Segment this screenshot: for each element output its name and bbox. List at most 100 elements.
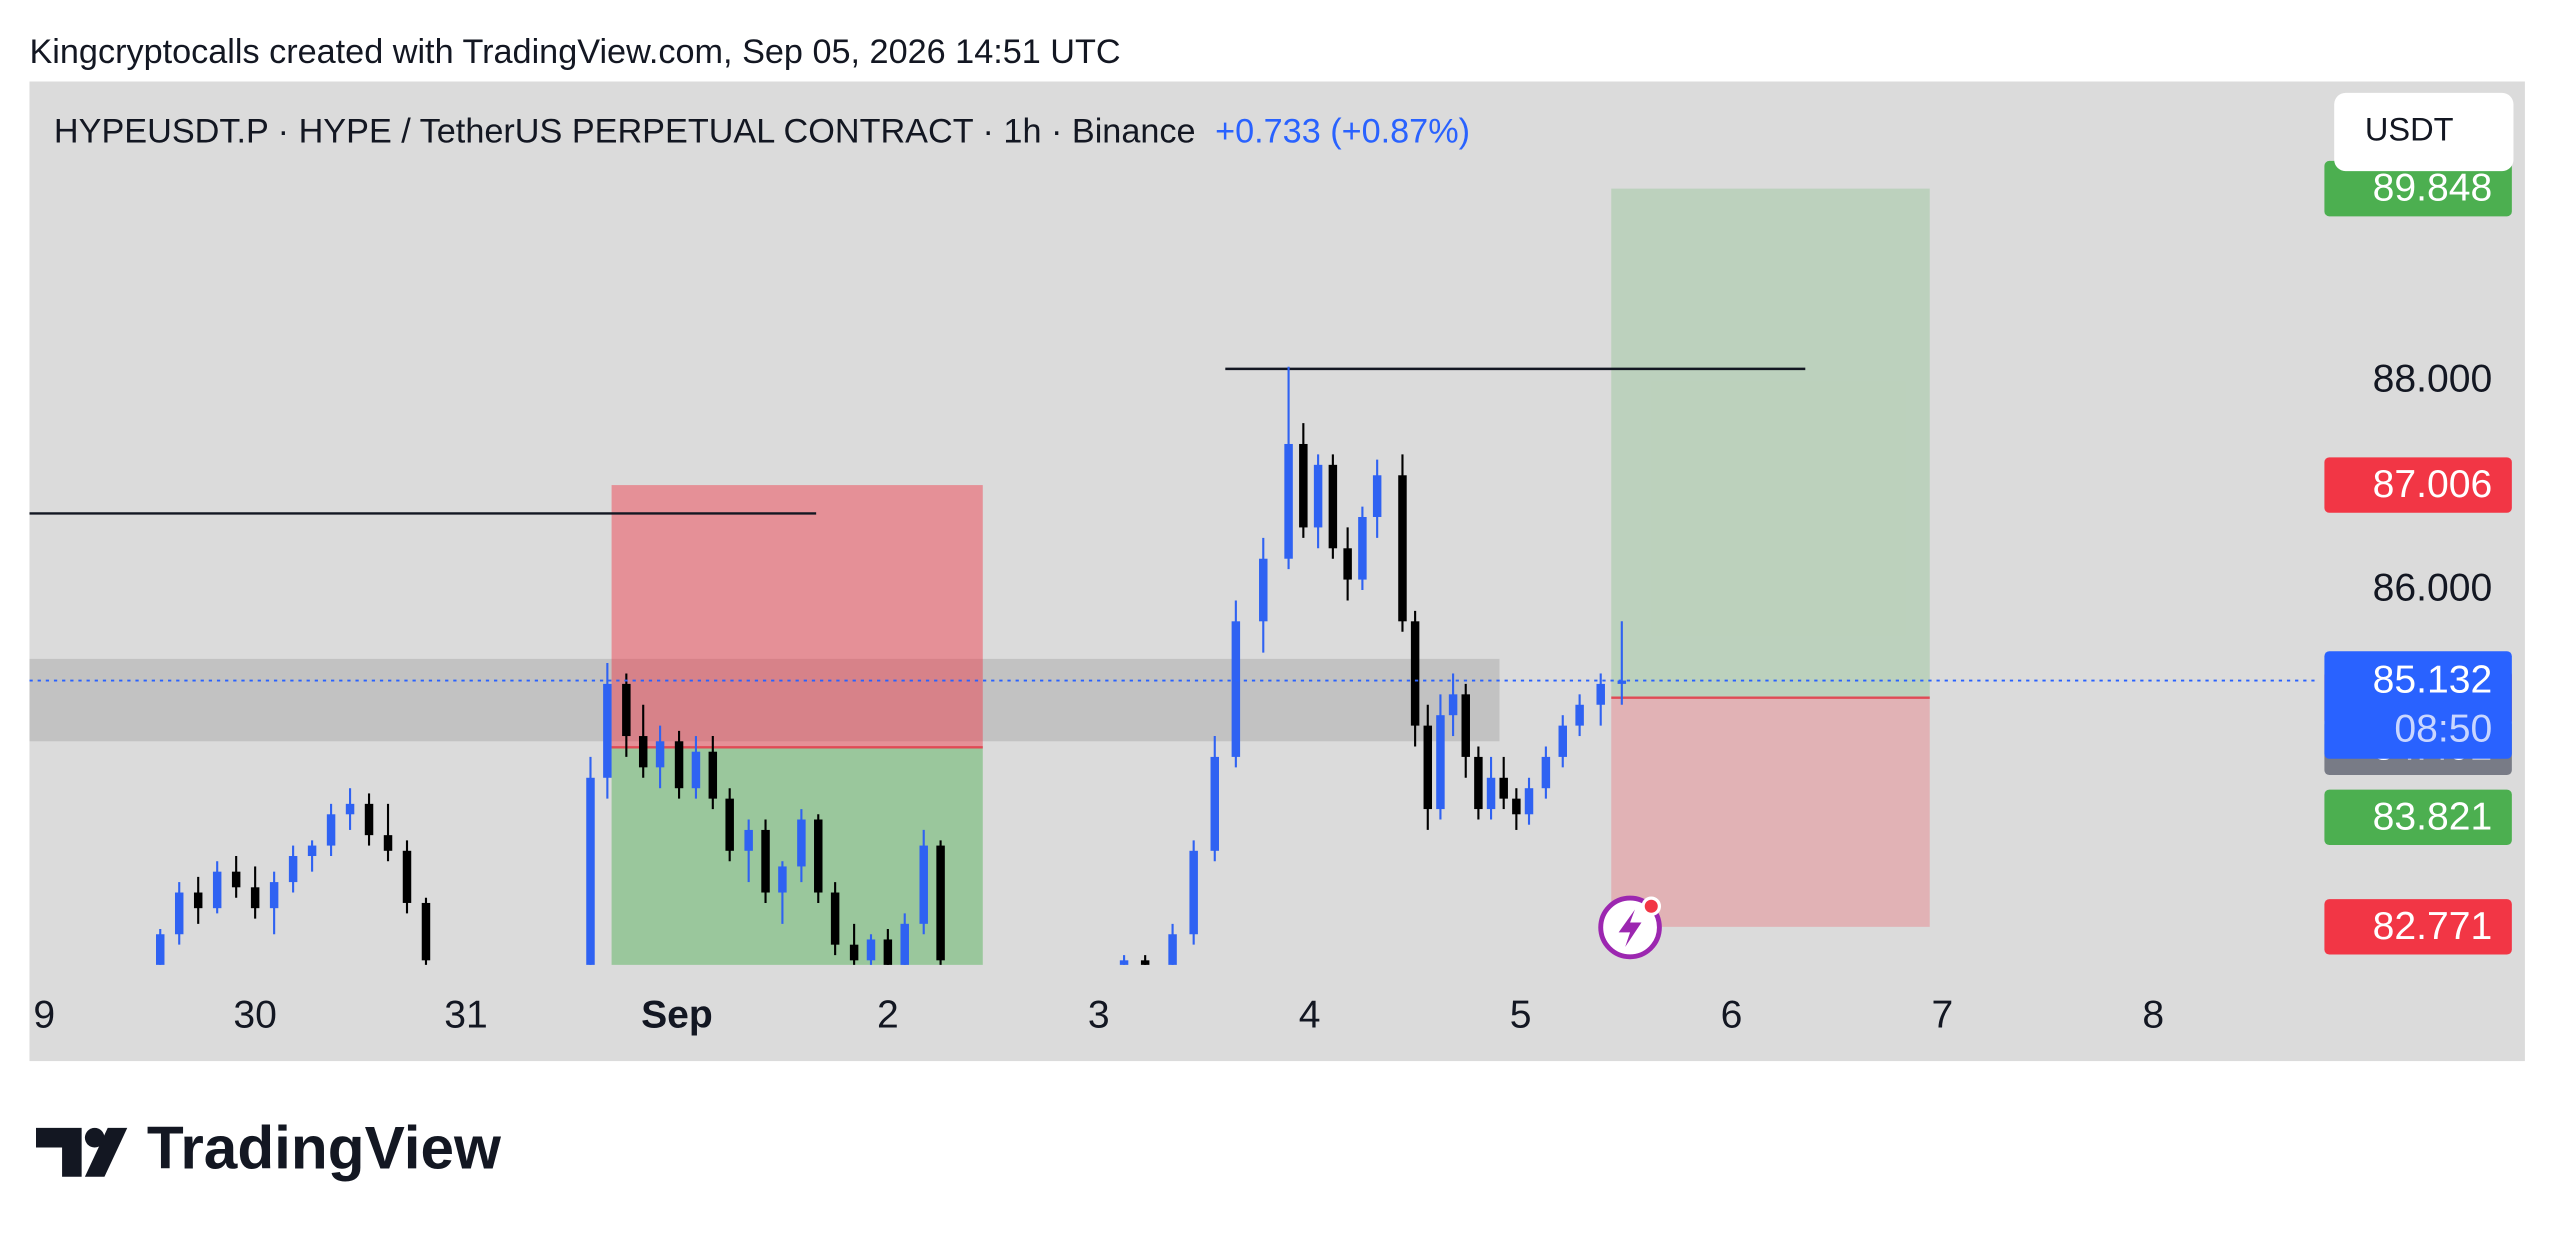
candle-body [691,751,701,789]
x-tick-label: 4 [1299,993,1321,1036]
candle-body [1372,475,1382,517]
candle-body [797,819,806,867]
candle-body [1231,621,1241,757]
candle-body [744,829,753,851]
footer-brand: TradingView [147,1113,502,1181]
last-price-label: 85.132 [2373,659,2493,702]
candle-body [1168,934,1177,965]
header-text: Kingcryptocalls created with TradingView… [29,33,1120,71]
target-zone [1611,188,1930,698]
logo-part [36,1127,82,1177]
y-tick-label: 88.000 [2373,358,2493,401]
price-label: 89.848 [2373,167,2493,210]
bolt [1618,909,1642,947]
stop-zone [611,485,983,748]
alert-dot [1641,896,1662,917]
price-label-bg [2324,160,2512,217]
x-tick-label: Sep [641,993,713,1036]
candle-body [288,856,298,883]
candle-body [212,871,222,909]
candle-body [1284,443,1293,559]
candle-body [761,829,770,893]
candle-body [586,777,595,965]
candle-body [1358,516,1367,580]
logo-part [84,1127,128,1177]
alert-icon[interactable] [1598,895,1662,960]
candle-body [1259,558,1268,622]
candle-body [1119,960,1129,965]
candle-body [326,814,336,846]
candle-body [622,683,631,737]
candle-body [655,741,665,768]
candle-body [638,736,648,768]
chart-pane [29,81,2525,1062]
candle-body [1575,704,1584,726]
candle-body [156,934,165,965]
candle-body [1423,725,1433,810]
candle-body [1398,475,1407,622]
footer-logo: TradingView [36,1113,502,1181]
y-tick-label: 86.000 [2373,566,2493,609]
price-label: 87.006 [2373,463,2493,506]
candle-body [778,866,787,893]
candle-body [1313,464,1323,528]
candle-body [269,882,279,909]
last-price-bg [2324,651,2512,759]
x-tick-label: 5 [1510,993,1532,1036]
candle-body [1499,777,1508,799]
plot-area [29,188,2315,965]
candle-body [193,892,203,909]
candle-body [174,892,184,935]
symbol-legend: HYPEUSDT.P · HYPE / TetherUS PERPETUAL C… [54,113,1196,151]
candle-body [1140,960,1150,965]
candle-body [307,845,317,857]
candle-body [1474,756,1483,810]
x-tick-label: 6 [1721,993,1743,1036]
currency-button-bg[interactable] [2334,92,2514,172]
x-tick-label: 31 [444,993,488,1036]
x-tick-label: 30 [233,993,277,1036]
candle-body [1448,694,1458,716]
price-label: 83.821 [2373,795,2493,838]
x-tick-label: 2 [877,993,899,1036]
candle-body [814,819,823,893]
candle-body [1343,548,1352,580]
time-axis: 9 30 31 Sep 2 3 4 5 6 7 8 [33,993,2164,1036]
x-tick-label: 8 [2142,993,2164,1036]
candle-body [1524,788,1534,815]
candle-body [1486,777,1496,810]
currency-label[interactable]: USDT [2365,111,2454,148]
candle-body [708,751,718,799]
logo-part [84,1127,105,1148]
candle-body [883,939,893,965]
candle-body [866,939,876,961]
candle-body [830,892,840,945]
candle-body [1596,683,1605,705]
price-change: +0.733 (+0.87%) [1215,113,1470,151]
candle-body [364,803,374,836]
price-label-bg [2324,789,2512,846]
currency-button[interactable]: USDT [2334,92,2514,172]
candle-body [1410,621,1420,726]
candle-body [849,944,859,961]
candle-body [603,683,612,778]
candle-body [1512,798,1521,815]
candle-body [250,887,260,909]
candle-body [231,871,241,888]
candle-body [919,845,928,924]
candle-body [421,902,431,961]
candle-body [1617,680,1627,684]
candle-body [674,741,684,789]
x-tick-label: 7 [1932,993,1954,1036]
price-label: 82.771 [2373,905,2493,948]
candle-body [1541,756,1551,789]
price-label-bg [2324,457,2512,513]
candle-body [1436,715,1445,810]
candle-body [1299,443,1308,528]
candle-body [1210,756,1220,851]
x-tick-label: 9 [33,993,55,1036]
candle-body [383,835,393,851]
candle-body [1558,725,1567,757]
candle-body [936,845,945,961]
